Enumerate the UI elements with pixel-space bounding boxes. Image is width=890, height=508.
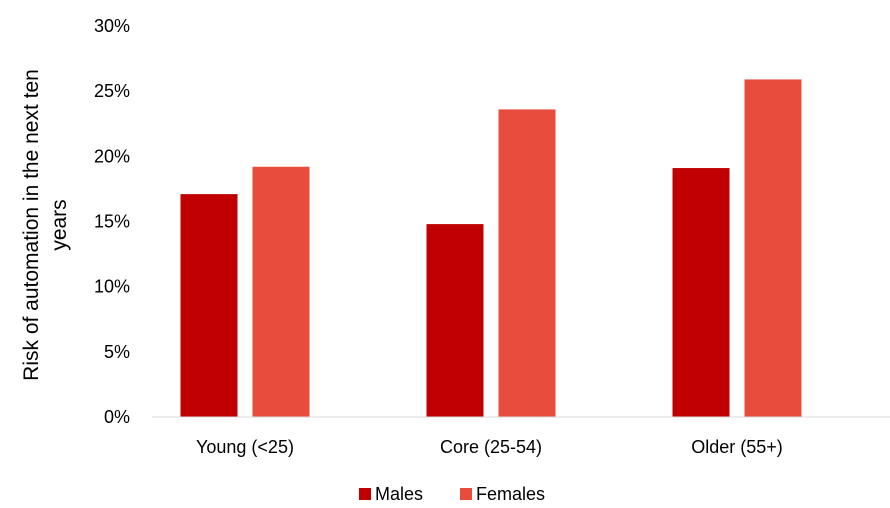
bar-males-0 — [180, 194, 238, 417]
bar-females-1 — [498, 109, 556, 417]
y-tick-label: 30% — [94, 16, 130, 36]
y-axis-label-line1: Risk of automation in the next ten — [20, 69, 43, 381]
y-tick-label: 25% — [94, 81, 130, 101]
legend-label-males: Males — [375, 484, 423, 504]
x-tick-label: Young (<25) — [196, 437, 294, 457]
x-tick-label: Core (25-54) — [440, 437, 542, 457]
y-axis-label: Risk of automation in the next ten years — [20, 69, 71, 381]
y-tick-label: 5% — [104, 342, 130, 362]
legend: Males Females — [359, 484, 545, 504]
bar-group — [180, 79, 802, 417]
y-tick-label: 20% — [94, 146, 130, 166]
bar-males-2 — [672, 168, 730, 417]
legend-swatch-females — [460, 488, 472, 500]
x-axis-ticks: Young (<25) Core (25-54) Older (55+) — [196, 437, 783, 457]
bar-females-0 — [252, 166, 310, 417]
y-tick-label: 15% — [94, 212, 130, 232]
y-axis-ticks: 0% 5% 10% 15% 20% 25% 30% — [94, 16, 130, 427]
legend-label-females: Females — [476, 484, 545, 504]
legend-swatch-males — [359, 488, 371, 500]
bar-females-2 — [744, 79, 802, 417]
y-tick-label: 0% — [104, 407, 130, 427]
bar-males-1 — [426, 224, 484, 417]
y-axis-label-line2: years — [48, 199, 71, 250]
y-tick-label: 10% — [94, 277, 130, 297]
x-tick-label: Older (55+) — [691, 437, 783, 457]
